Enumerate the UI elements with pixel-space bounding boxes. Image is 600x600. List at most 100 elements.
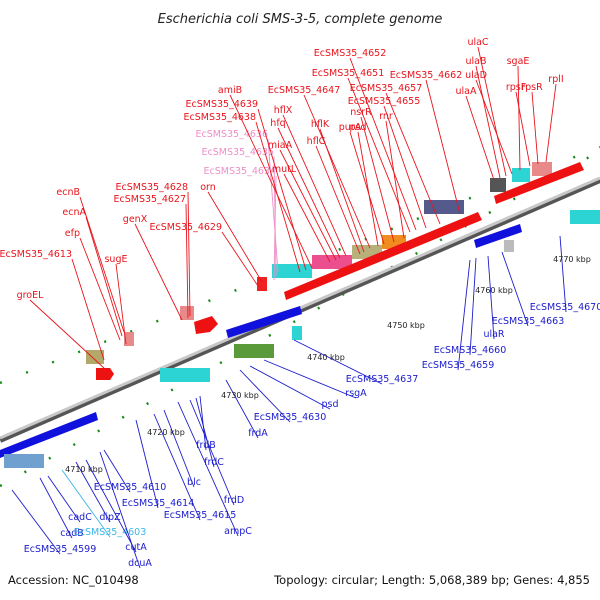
gene-label[interactable]: groEL <box>17 290 45 301</box>
coordinate-tick-label: 4740 kbp <box>307 353 345 362</box>
gene-label[interactable]: blc <box>187 477 201 488</box>
coordinate-ticks: 4710 kbp 4720 kbp 4730 kbp 4740 kbp 4750 kbp… <box>65 255 591 474</box>
gene-leader-line <box>135 419 159 509</box>
coordinate-tick-label: 4770 kbp <box>553 255 591 264</box>
gene-label[interactable]: ecnA <box>62 207 86 218</box>
accession-label: Accession: NC_010498 <box>8 573 139 587</box>
map-title: Escherichia coli SMS-3-5, complete genom… <box>158 12 443 27</box>
gene-label[interactable]: EcSMS35_4651 <box>312 68 385 79</box>
gene-label[interactable]: mutL <box>272 164 297 175</box>
gene-block <box>490 178 506 192</box>
gene-label[interactable]: efp <box>65 228 80 239</box>
gene-label[interactable]: cadB <box>60 528 84 539</box>
gene-label[interactable]: cutA <box>125 542 147 553</box>
gene-label[interactable]: EcSMS35_4610 <box>94 482 167 493</box>
gene-label[interactable]: psd <box>321 399 338 410</box>
gene-label[interactable]: EcSMS35_4603 <box>74 527 147 538</box>
gene-label[interactable]: EcSMS35_4670 <box>530 302 600 313</box>
gene-label[interactable]: EcSMS35_4628 <box>116 182 189 193</box>
gene-block <box>180 306 194 320</box>
gene-leader-line <box>517 65 521 171</box>
gene-arrow-run <box>284 212 482 300</box>
gene-label[interactable]: EcSMS35_4635 <box>202 147 275 158</box>
gene-leader-line <box>425 79 461 215</box>
gene-label[interactable]: hflC <box>307 136 326 147</box>
gene-label[interactable]: psd <box>349 122 366 133</box>
gene-leader-line <box>61 469 111 538</box>
gene-label[interactable]: EcSMS35_4637 <box>346 374 419 385</box>
gene-label[interactable]: amiB <box>218 85 242 96</box>
gene-block <box>532 162 552 176</box>
gene-label[interactable]: dcuA <box>128 558 152 569</box>
gene-block <box>257 277 267 291</box>
gene-label[interactable]: EcSMS35_4647 <box>268 85 341 96</box>
gene-block <box>272 264 312 278</box>
gene-label[interactable]: rpsR <box>521 82 543 93</box>
gene-label[interactable]: EcSMS35_4662 <box>390 70 463 81</box>
gene-label[interactable]: rsgA <box>345 388 367 399</box>
gene-label[interactable]: frdB <box>196 440 216 451</box>
gene-label[interactable]: nsrR <box>350 107 372 118</box>
gene-label[interactable]: frdC <box>204 457 224 468</box>
gene-label[interactable]: EcSMS35_4660 <box>434 345 507 356</box>
gene-leader-line <box>99 451 141 569</box>
gene-label[interactable]: EcSMS35_4630 <box>254 412 327 423</box>
gene-label[interactable]: EcSMS35_4599 <box>24 544 97 555</box>
gene-leader-line <box>29 299 105 369</box>
gene-label[interactable]: miaA <box>268 140 293 151</box>
gene-label[interactable]: EcSMS35_4614 <box>122 498 195 509</box>
gene-leader-line <box>187 191 191 317</box>
gene-label[interactable]: ampC <box>224 526 252 537</box>
gene-leader-line <box>347 77 411 233</box>
gene-label[interactable]: ulaD <box>465 70 487 81</box>
gene-label[interactable]: genX <box>123 214 148 225</box>
gene-label[interactable]: dipZ <box>99 512 121 523</box>
gene-label[interactable]: sgaE <box>507 56 530 67</box>
gene-leader-line <box>267 138 279 273</box>
gene-label[interactable]: EcSMS35_4652 <box>314 48 387 59</box>
gene-leader-line <box>477 46 507 177</box>
gene-label[interactable]: rpsF <box>506 82 526 93</box>
gene-label[interactable]: EcSMS35_4627 <box>114 194 187 205</box>
coordinate-tick-label: 4750 kbp <box>387 321 425 330</box>
gene-label[interactable]: EcSMS35_4657 <box>350 83 423 94</box>
gene-leader-line <box>177 401 239 537</box>
gene-label[interactable]: hflX <box>274 105 293 116</box>
gene-label[interactable]: ulaC <box>467 37 488 48</box>
gene-label[interactable]: ecnB <box>56 187 80 198</box>
gene-block <box>4 454 44 468</box>
gene-label[interactable]: rnr <box>379 111 393 122</box>
gene-label[interactable]: ulaR <box>483 329 504 340</box>
gene-leader-line <box>349 131 385 245</box>
gene-label[interactable]: hfq <box>270 118 285 129</box>
gene-label[interactable]: EcSMS35_4613 <box>0 249 72 260</box>
gene-label[interactable]: purA <box>339 122 362 133</box>
gene-label[interactable]: orn <box>200 182 216 193</box>
gene-label[interactable]: EcSMS35_4655 <box>348 96 421 107</box>
gene-label[interactable]: EcSMS35_4663 <box>492 316 565 327</box>
gene-label[interactable]: EcSMS35_4639 <box>186 99 259 110</box>
gene-label[interactable]: sugE <box>104 254 127 265</box>
gene-label[interactable]: EcSMS35_4629 <box>150 222 223 233</box>
gene-label[interactable]: EcSMS35_4636 <box>196 129 269 140</box>
gene-label[interactable]: ulaB <box>466 56 487 67</box>
gene-label[interactable]: cadC <box>68 512 92 523</box>
gene-leader-line <box>465 95 495 181</box>
gene-label[interactable]: EcSMS35_4638 <box>184 112 257 123</box>
gene-label[interactable]: EcSMS35_4659 <box>422 360 495 371</box>
topology-label: Topology: circular; Length: 5,068,389 bp… <box>273 573 590 587</box>
gene-leader-line <box>163 409 195 488</box>
gene-label[interactable]: ulaA <box>456 86 477 97</box>
gene-label[interactable]: frdA <box>248 428 268 439</box>
gene-label[interactable]: EcSMS35_4634 <box>204 166 277 177</box>
gene-label[interactable]: hflK <box>311 119 330 130</box>
gene-leader-line <box>349 57 417 231</box>
gene-leader-line <box>249 365 331 410</box>
gene-block <box>504 240 514 252</box>
gene-label[interactable]: EcSMS35_4615 <box>164 510 237 521</box>
gene-arrow <box>194 316 218 334</box>
gene-label[interactable]: frdD <box>224 495 244 506</box>
gene-label[interactable]: rplI <box>548 74 563 85</box>
